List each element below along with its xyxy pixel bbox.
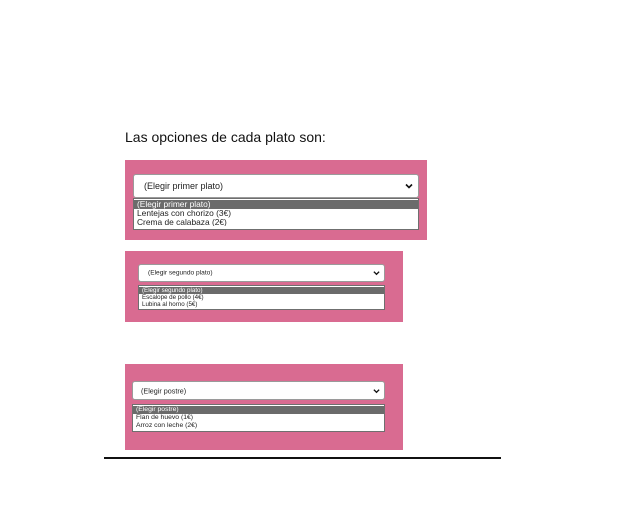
select-postre[interactable]: (Elegir postre) — [132, 381, 385, 400]
dropdown-primer-plato: (Elegir primer plato) Lentejas con chori… — [133, 198, 419, 230]
option-segundo-plato-2[interactable]: Lubina al horno (5€) — [142, 301, 198, 308]
option-postre-1[interactable]: Flan de huevo (1€) — [136, 413, 194, 421]
select-segundo-plato-value: (Elegir segundo plato) — [148, 269, 213, 277]
option-postre-2[interactable]: Arroz con leche (2€) — [136, 421, 198, 429]
horizontal-rule — [104, 457, 501, 459]
panel-segundo-plato: (Elegir segundo plato) (Elegir segundo p… — [125, 251, 403, 322]
option-primer-plato-1[interactable]: Lentejas con chorizo (3€) — [137, 208, 232, 218]
chevron-down-icon[interactable] — [373, 270, 380, 277]
panel-postre: (Elegir postre) (Elegir postre) Flan de … — [125, 364, 403, 450]
dropdown-postre: (Elegir postre) Flan de huevo (1€) Arroz… — [132, 404, 385, 432]
option-segundo-plato-1[interactable]: Escalope de pollo (4€) — [142, 294, 204, 301]
select-primer-plato-value: (Elegir primer plato) — [144, 181, 224, 191]
option-primer-plato-0[interactable]: (Elegir primer plato) — [134, 200, 418, 209]
select-segundo-plato[interactable]: (Elegir segundo plato) — [138, 264, 385, 282]
option-postre-0[interactable]: (Elegir postre) — [133, 406, 384, 414]
option-segundo-plato-0[interactable]: (Elegir segundo plato) — [139, 287, 384, 294]
intro-text: Las opciones de cada plato son: — [125, 129, 326, 145]
select-primer-plato[interactable]: (Elegir primer plato) — [133, 174, 419, 198]
select-postre-value: (Elegir postre) — [141, 386, 187, 395]
panel-primer-plato: (Elegir primer plato) (Elegir primer pla… — [125, 160, 427, 240]
option-primer-plato-2[interactable]: Crema de calabaza (2€) — [137, 217, 227, 227]
chevron-down-icon[interactable] — [405, 182, 413, 190]
dropdown-segundo-plato: (Elegir segundo plato) Escalope de pollo… — [138, 285, 385, 310]
chevron-down-icon[interactable] — [373, 387, 380, 394]
